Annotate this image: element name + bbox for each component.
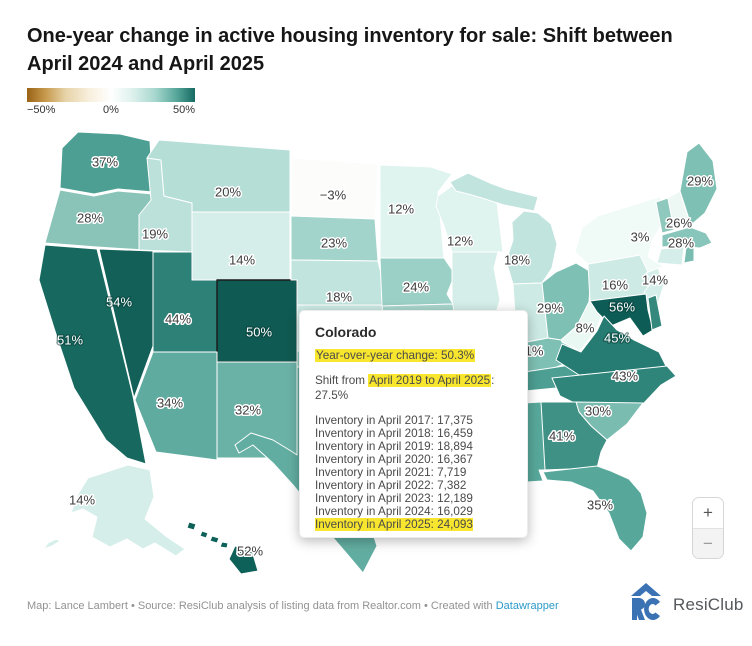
state-ME[interactable]: [679, 142, 718, 226]
state-RI[interactable]: [683, 246, 695, 264]
state-IA[interactable]: [379, 257, 456, 307]
state-MI[interactable]: [449, 172, 539, 212]
color-legend: −50% 0% 50%: [27, 88, 197, 118]
state-OR[interactable]: [44, 189, 154, 251]
resiclub-logo-text: ResiClub: [673, 594, 744, 614]
tooltip-yoy-line: Year-over-year change: 50.3%: [315, 349, 476, 362]
state-AK[interactable]: [43, 538, 61, 550]
state-NY[interactable]: [574, 196, 670, 273]
tooltip-inventory-row: Inventory in April 2022: 7,382: [315, 478, 467, 492]
resiclub-brand: ResiClub: [626, 582, 744, 627]
state-CA[interactable]: [38, 244, 147, 465]
tooltip-inventory-row: Inventory in April 2023: 12,189: [315, 491, 473, 505]
state-FL[interactable]: [542, 465, 648, 552]
tooltip-title: Colorado: [315, 324, 377, 340]
legend-gradient-bar: [27, 88, 195, 102]
state-VA[interactable]: [555, 315, 668, 376]
state-MI[interactable]: [505, 210, 558, 285]
state-CT[interactable]: [656, 246, 685, 266]
state-CO[interactable]: [216, 279, 298, 363]
footer-credits: Map: Lance Lambert • Source: ResiClub an…: [27, 600, 559, 612]
state-MT[interactable]: [146, 139, 291, 213]
state-MA[interactable]: [661, 226, 713, 249]
tooltip-inventory-row: Inventory in April 2020: 16,367: [315, 452, 473, 466]
legend-mid-label: 0%: [103, 104, 119, 116]
resiclub-logo-icon: [626, 582, 666, 627]
legend-min-label: −50%: [27, 104, 56, 116]
page-title: One-year change in active housing invent…: [27, 25, 673, 75]
state-WA[interactable]: [59, 131, 154, 195]
state-HI[interactable]: [209, 535, 220, 544]
state-HI[interactable]: [186, 521, 197, 531]
footer-text: Map: Lance Lambert • Source: ResiClub an…: [27, 600, 496, 612]
tooltip-inventory-row: Inventory in April 2025: 24,093: [315, 517, 473, 531]
map-zoom-controls: + −: [692, 497, 724, 559]
tooltip-inventory-row: Inventory in April 2019: 18,894: [315, 439, 473, 453]
zoom-out-button[interactable]: −: [693, 527, 723, 558]
state-SD[interactable]: [290, 215, 379, 262]
tooltip-shift-line: Shift from April 2019 to April 2025: 27.…: [315, 374, 495, 402]
state-NC[interactable]: [551, 365, 677, 411]
state-HI[interactable]: [219, 541, 229, 549]
state-ND[interactable]: [290, 157, 379, 220]
state-HI[interactable]: [228, 545, 259, 575]
state-HI[interactable]: [199, 530, 209, 539]
zoom-in-button[interactable]: +: [693, 498, 723, 528]
tooltip-inventory-row: Inventory in April 2021: 7,719: [315, 465, 467, 479]
state-DE[interactable]: [647, 294, 663, 331]
state-MD[interactable]: [589, 293, 654, 337]
tooltip-inventory-row: Inventory in April 2018: 16,459: [315, 426, 473, 440]
state-NH[interactable]: [667, 190, 691, 231]
state-WY[interactable]: [191, 211, 291, 281]
state-AZ[interactable]: [134, 351, 218, 461]
legend-max-label: 50%: [172, 104, 195, 116]
state-tooltip: Colorado Year-over-year change: 50.3% Sh…: [299, 310, 528, 538]
state-AK[interactable]: [70, 464, 186, 557]
tooltip-inventory-row: Inventory in April 2017: 17,375: [315, 413, 473, 427]
datawrapper-link[interactable]: Datawrapper: [495, 600, 559, 612]
tooltip-inventory-list: Inventory in April 2017: 17,375 Inventory…: [315, 414, 512, 531]
tooltip-inventory-row: Inventory in April 2024: 16,029: [315, 504, 473, 518]
